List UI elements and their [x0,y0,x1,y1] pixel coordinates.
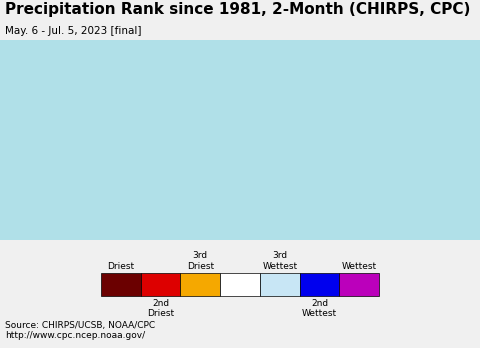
Text: Driest: Driest [107,262,134,271]
Text: Wettest: Wettest [342,262,377,271]
Text: Precipitation Rank since 1981, 2-Month (CHIRPS, CPC): Precipitation Rank since 1981, 2-Month (… [5,2,470,17]
Bar [180,273,220,296]
Text: May. 6 - Jul. 5, 2023 [final]: May. 6 - Jul. 5, 2023 [final] [5,26,141,36]
Bar [220,273,260,296]
Text: 2nd
Driest: 2nd Driest [147,299,174,318]
Text: 2nd
Wettest: 2nd Wettest [302,299,337,318]
Bar [141,273,180,296]
Text: 3rd
Wettest: 3rd Wettest [262,251,297,271]
Bar [300,273,339,296]
Bar [260,273,300,296]
Bar [101,273,141,296]
Bar [339,273,379,296]
Text: 3rd
Driest: 3rd Driest [187,251,214,271]
Text: Source: CHIRPS/UCSB, NOAA/CPC
http://www.cpc.ncep.noaa.gov/: Source: CHIRPS/UCSB, NOAA/CPC http://www… [5,321,155,340]
